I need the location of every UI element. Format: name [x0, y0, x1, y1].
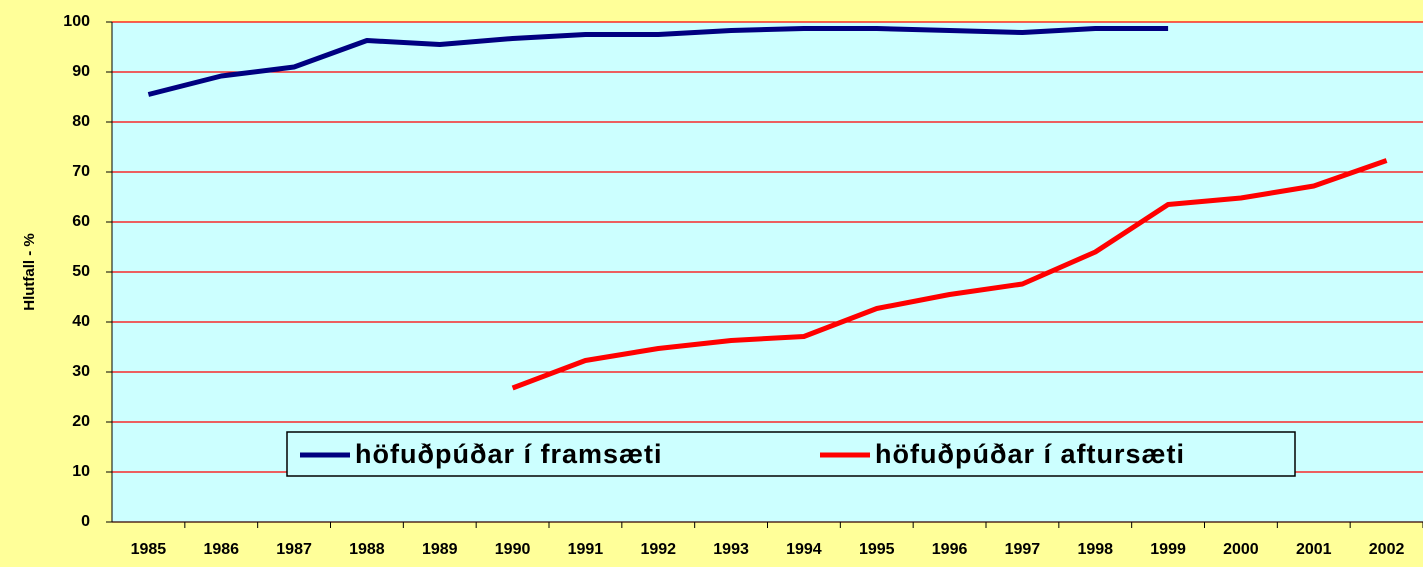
y-tick-label: 100: [63, 13, 90, 30]
x-tick-label: 1987: [276, 541, 312, 558]
series-line: [511, 158, 1388, 391]
y-tick-label: 80: [72, 113, 90, 130]
x-tick-label: 1991: [568, 541, 604, 558]
y-tick-label: 90: [72, 63, 90, 80]
legend: [286, 431, 1296, 477]
x-tick-label: 1996: [932, 541, 968, 558]
x-tick-label: 1985: [131, 541, 167, 558]
y-tick-label: 60: [72, 213, 90, 230]
y-tick-label: 40: [72, 313, 90, 330]
y-tick-label: 10: [72, 463, 90, 480]
x-tick-label: 2000: [1223, 541, 1259, 558]
legend-label: höfuðpúðar í framsæti: [355, 439, 663, 469]
legend-label: höfuðpúðar í aftursæti: [875, 439, 1185, 469]
x-tick-label: 1989: [422, 541, 458, 558]
y-tick-label: 20: [72, 413, 90, 430]
y-tick-label: 30: [72, 363, 90, 380]
x-tick-label: 1999: [1150, 541, 1186, 558]
x-tick-label: 1986: [203, 541, 239, 558]
series-line: [147, 26, 1169, 97]
x-tick-label: 1992: [640, 541, 676, 558]
y-tick-label: 0: [81, 513, 90, 530]
x-tick-label: 1988: [349, 541, 385, 558]
x-tick-label: 1993: [713, 541, 749, 558]
x-tick-label: 2002: [1369, 541, 1405, 558]
x-tick-label: 1990: [495, 541, 531, 558]
y-tick-label: 50: [72, 263, 90, 280]
y-axis-label: Hlutfall - %: [21, 233, 38, 311]
x-tick-label: 1997: [1005, 541, 1041, 558]
x-tick-label: 2001: [1296, 541, 1332, 558]
x-tick-label: 1995: [859, 541, 895, 558]
x-tick-label: 1994: [786, 541, 822, 558]
y-tick-label: 70: [72, 163, 90, 180]
x-tick-label: 1998: [1077, 541, 1113, 558]
